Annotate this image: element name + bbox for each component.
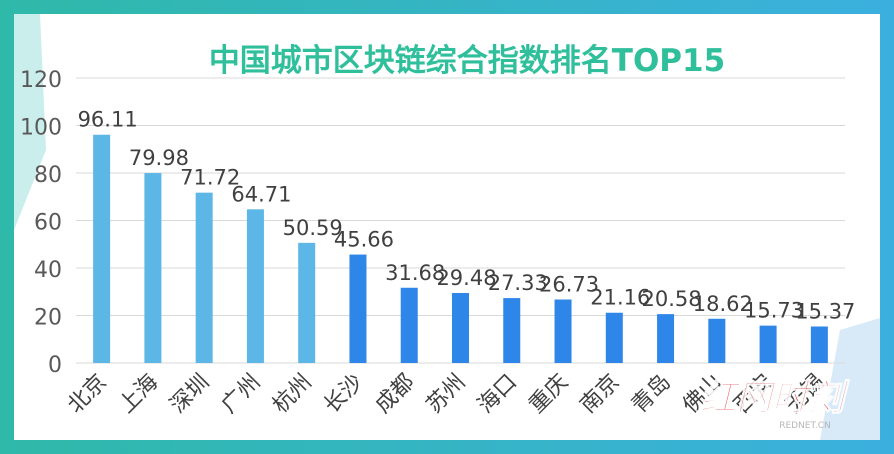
bar bbox=[246, 209, 264, 363]
y-tick-label: 60 bbox=[34, 211, 62, 236]
data-label: 50.59 bbox=[283, 216, 343, 240]
data-label: 15.37 bbox=[795, 299, 855, 323]
y-tick-label: 120 bbox=[20, 68, 62, 93]
data-label: 20.58 bbox=[642, 287, 702, 311]
bar-series bbox=[93, 134, 828, 363]
data-label: 26.73 bbox=[539, 273, 599, 297]
data-label: 64.71 bbox=[231, 182, 291, 206]
data-label: 31.68 bbox=[385, 261, 445, 285]
y-tick-label: 0 bbox=[48, 353, 62, 378]
y-tick-label: 100 bbox=[20, 116, 62, 141]
data-label: 96.11 bbox=[78, 108, 138, 132]
bar bbox=[810, 326, 828, 363]
data-label: 29.48 bbox=[436, 266, 496, 290]
data-label: 21.16 bbox=[590, 286, 650, 310]
watermark-text: 红网时刻 bbox=[700, 378, 850, 419]
bar bbox=[657, 314, 675, 363]
y-tick-label: 40 bbox=[34, 258, 62, 283]
y-axis-ticks: 0 20 40 60 80 100 120 bbox=[20, 68, 62, 378]
bar bbox=[759, 325, 777, 363]
bar bbox=[605, 312, 623, 363]
watermark-logo: 红网时刻 REDNET.CN bbox=[699, 377, 850, 431]
bar bbox=[195, 192, 213, 363]
y-tick-label: 20 bbox=[34, 306, 62, 331]
data-label: 27.33 bbox=[488, 271, 548, 295]
bar bbox=[144, 173, 162, 363]
bar bbox=[503, 298, 521, 363]
watermark-subtext: REDNET.CN bbox=[779, 421, 831, 431]
chart-title: 中国城市区块链综合指数排名TOP15 bbox=[209, 43, 725, 79]
data-label: 45.66 bbox=[334, 228, 394, 252]
bar bbox=[708, 318, 726, 363]
bar bbox=[452, 292, 469, 363]
bar bbox=[554, 299, 572, 363]
y-tick-label: 80 bbox=[34, 163, 62, 188]
bar bbox=[349, 254, 367, 363]
data-label: 15.73 bbox=[744, 299, 804, 323]
data-label: 71.72 bbox=[180, 166, 240, 190]
data-label: 79.98 bbox=[129, 146, 189, 170]
bar bbox=[93, 134, 111, 363]
data-label: 18.62 bbox=[693, 292, 753, 316]
bar bbox=[298, 242, 316, 363]
bar bbox=[400, 287, 418, 363]
